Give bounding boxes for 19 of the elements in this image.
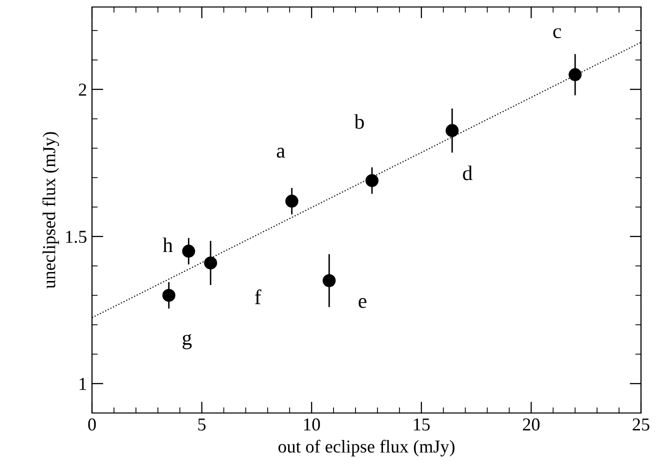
- x-tick-label: 0: [88, 418, 96, 431]
- annotation: f: [254, 289, 262, 304]
- x-tick-label: 15: [414, 418, 430, 431]
- annotation: b: [354, 114, 364, 129]
- y-tick-label: 2: [78, 84, 86, 96]
- x-tick-label: 20: [522, 418, 540, 431]
- annotation: e: [358, 298, 366, 308]
- x-tick-label: 25: [632, 418, 650, 431]
- x-tick-label: 5: [198, 418, 206, 431]
- x-axis-title: out of eclipse flux (mJy): [278, 440, 454, 456]
- x-tick-label: 10: [304, 418, 320, 431]
- annotation: g: [182, 334, 192, 350]
- annotation: c: [553, 28, 562, 38]
- annotation: d: [462, 166, 472, 180]
- annotation: h: [162, 238, 173, 252]
- y-axis-title: uneclipsed flux (mJy): [42, 132, 60, 288]
- annotation: a: [276, 148, 286, 158]
- y-tick-label: 1.5: [66, 230, 86, 243]
- y-tick-label: 1: [80, 378, 86, 390]
